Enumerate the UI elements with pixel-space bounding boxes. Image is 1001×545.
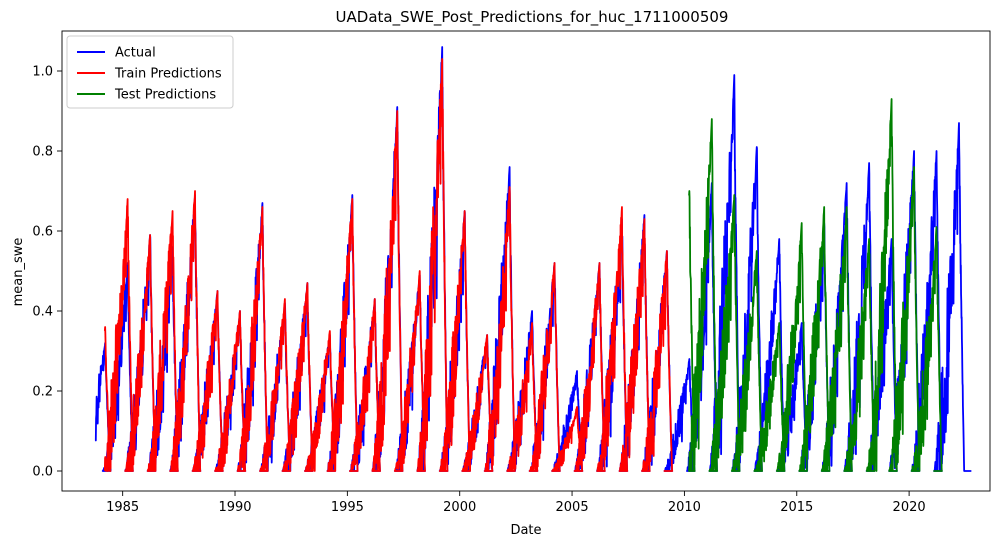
- y-tick-label: 0.4: [32, 305, 53, 320]
- legend-label: Actual: [115, 46, 156, 61]
- x-tick-label: 1985: [106, 500, 139, 515]
- x-tick-label: 2010: [668, 500, 701, 515]
- x-axis: 1985 1990 1995 2000 2005 2010 2015 2020: [106, 491, 926, 515]
- x-tick-label: 2000: [443, 500, 476, 515]
- legend-label: Train Predictions: [114, 67, 222, 82]
- plot-frame: [61, 30, 991, 492]
- x-tick-label: 2020: [893, 500, 926, 515]
- series-line-train-predictions: [103, 58, 674, 472]
- y-tick-label: 0.0: [32, 465, 53, 480]
- y-tick-label: 0.2: [32, 385, 53, 400]
- chart-title: UAData_SWE_Post_Predictions_for_huc_1711…: [336, 8, 729, 27]
- y-axis-label: mean_swe: [11, 238, 26, 307]
- x-tick-label: 2005: [556, 500, 589, 515]
- series-line-test-predictions: [688, 98, 943, 472]
- y-tick-label: 0.8: [32, 145, 53, 160]
- x-tick-label: 1995: [331, 500, 364, 515]
- x-axis-label: Date: [510, 523, 541, 538]
- x-tick-label: 1990: [218, 500, 251, 515]
- plot-area: [94, 46, 972, 472]
- x-tick-label: 2015: [780, 500, 813, 515]
- legend-label: Test Predictions: [114, 88, 216, 103]
- legend-box: [66, 35, 234, 109]
- y-tick-label: 1.0: [32, 65, 53, 80]
- legend: Actual Train Predictions Test Predictions: [66, 35, 234, 109]
- y-axis: 0.0 0.2 0.4 0.6 0.8 1.0: [32, 65, 62, 480]
- y-tick-label: 0.6: [32, 225, 53, 240]
